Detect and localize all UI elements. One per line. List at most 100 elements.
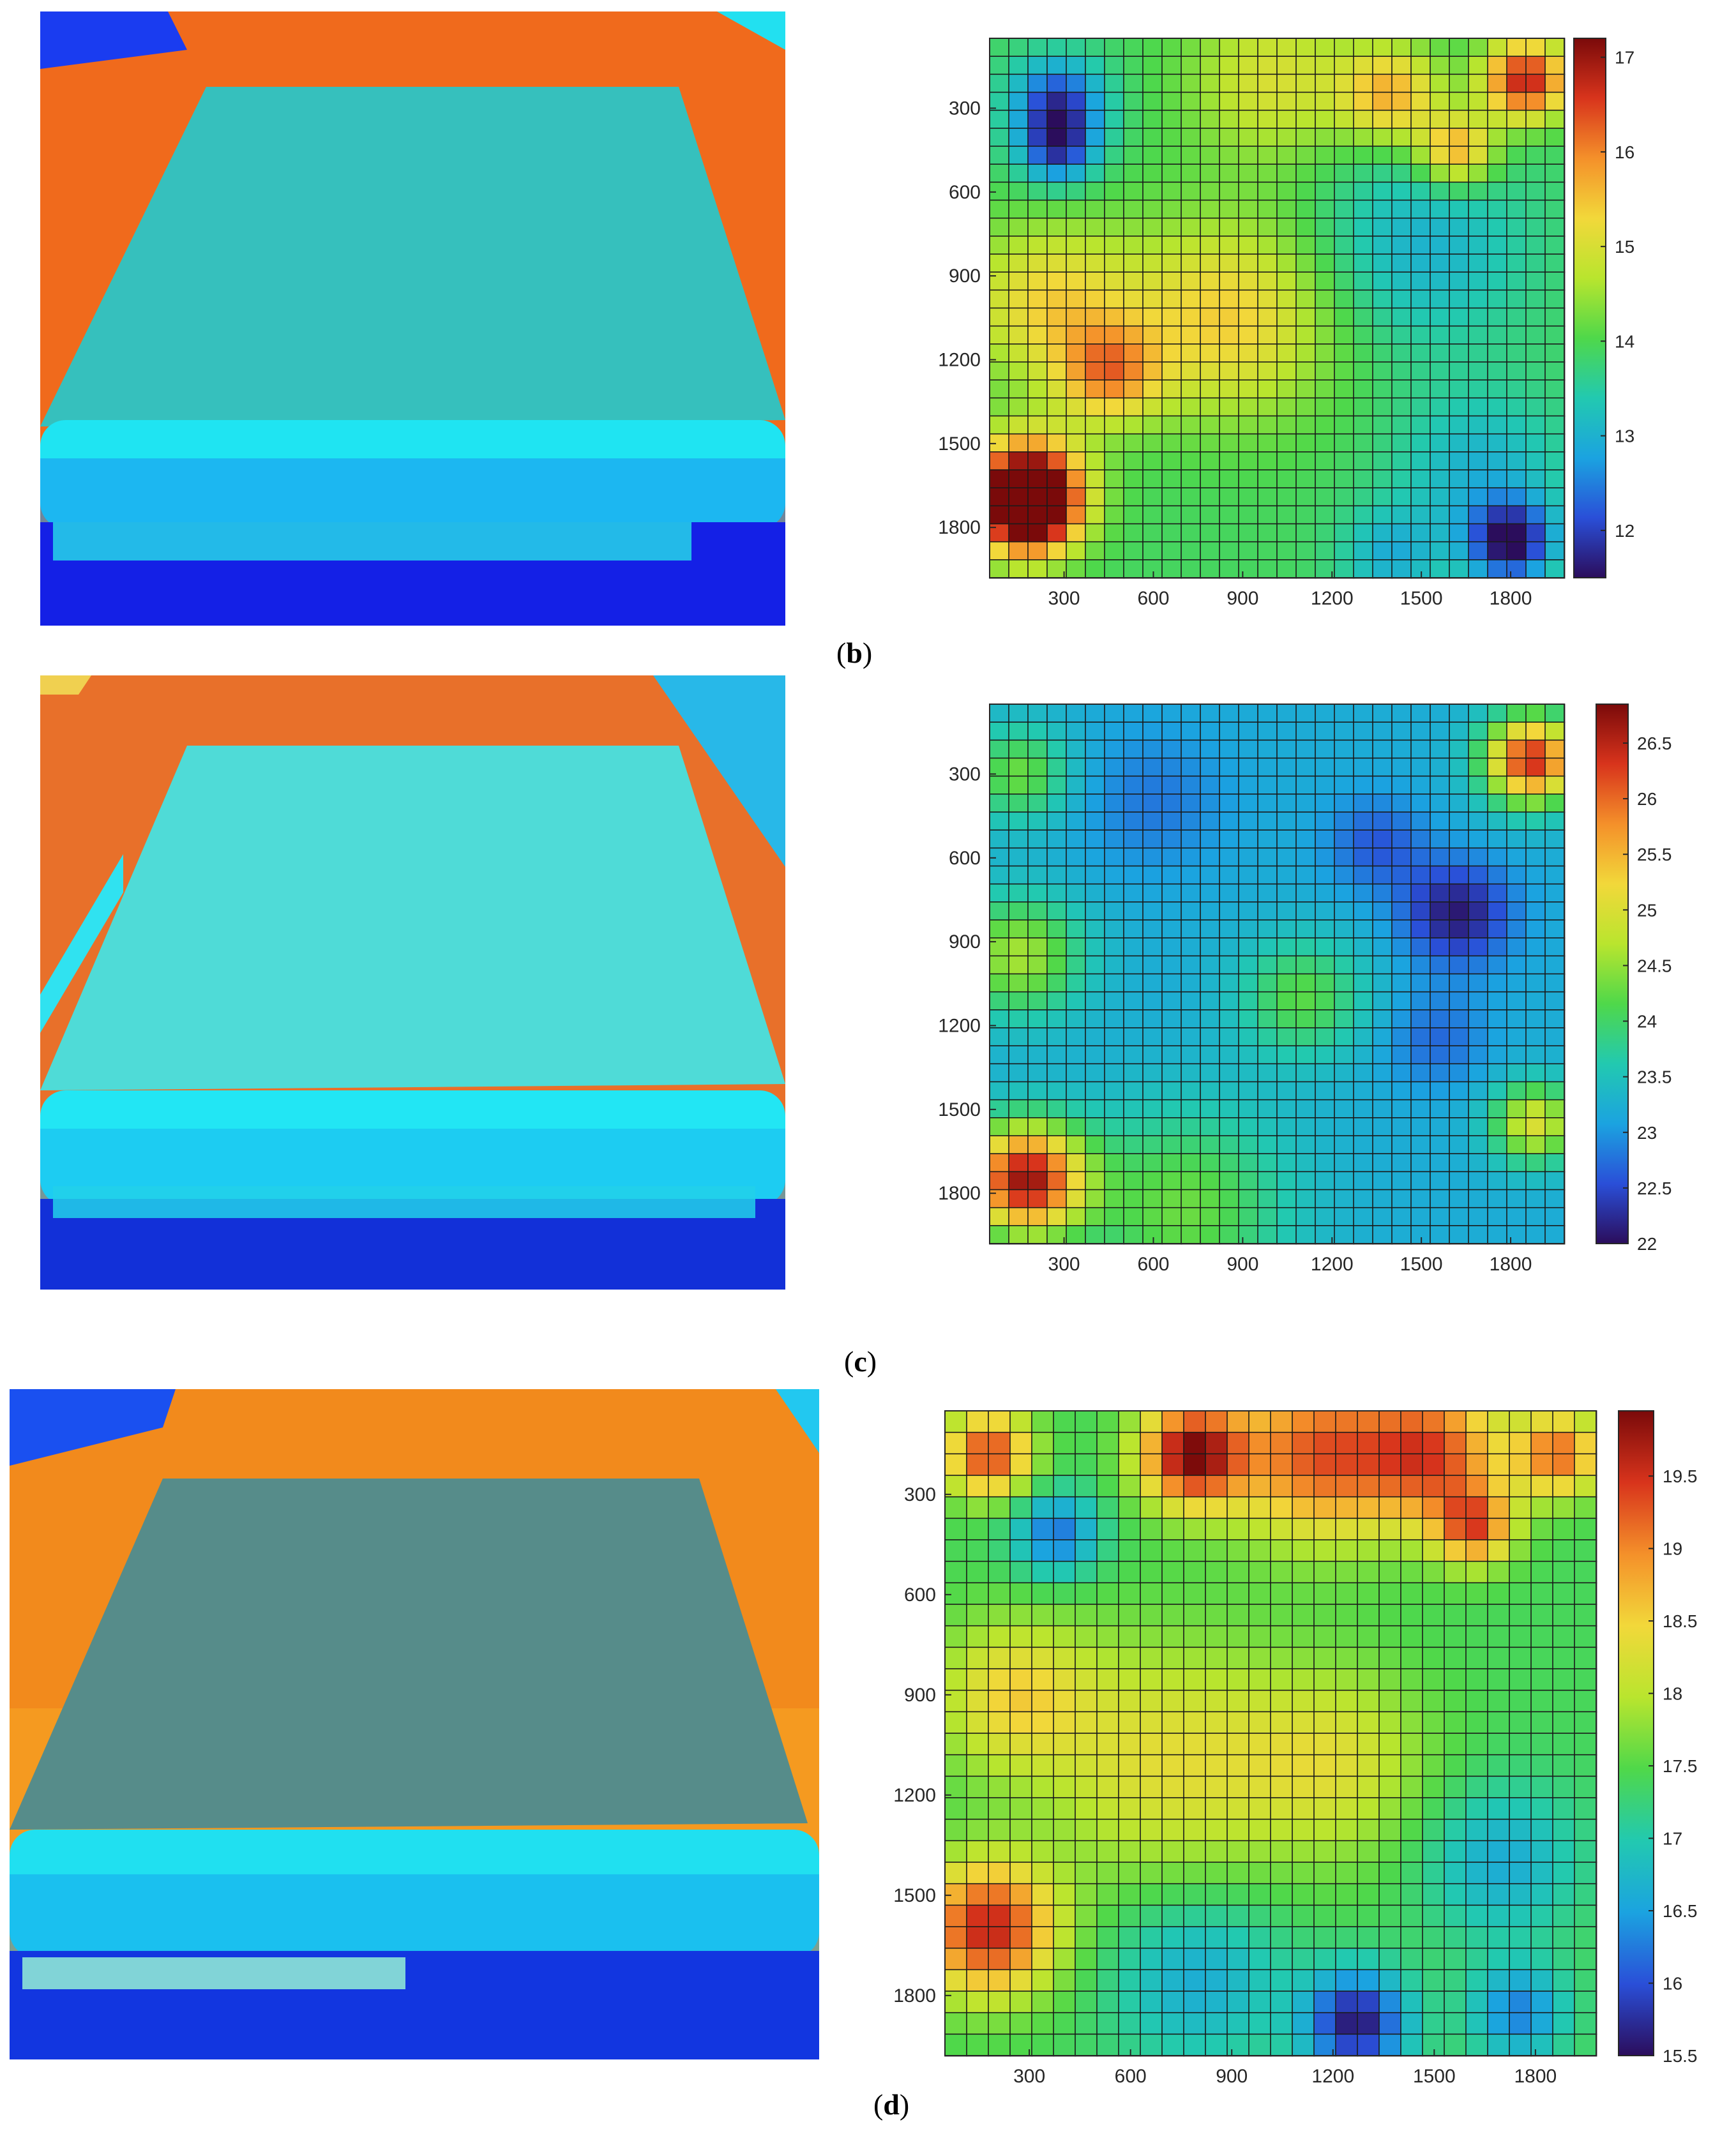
heatmap-cell	[1468, 829, 1489, 849]
heatmap-cell	[1161, 397, 1182, 417]
heatmap-cell	[1506, 505, 1527, 525]
heatmap-cell	[1372, 163, 1393, 183]
heatmap-cell	[1544, 865, 1566, 885]
heatmap-cell	[1468, 757, 1489, 778]
heatmap-cell	[1181, 1117, 1202, 1137]
heatmap-cell	[1075, 1431, 1098, 1455]
heatmap-cell	[1295, 181, 1317, 201]
heatmap-cell	[1046, 973, 1068, 993]
heatmap-cell	[1468, 146, 1489, 165]
heatmap-cell	[1335, 1517, 1359, 1541]
heatmap-cell	[1104, 181, 1125, 201]
heatmap-cell	[1238, 1189, 1259, 1209]
heatmap-cell	[1334, 901, 1355, 921]
heatmap-cell	[1181, 253, 1202, 273]
heatmap-cell	[1257, 973, 1278, 993]
heatmap-cell	[1238, 56, 1259, 75]
heatmap-cell	[1181, 217, 1202, 237]
heatmap-cell	[1315, 541, 1336, 561]
heatmap-cell	[966, 1646, 990, 1670]
heatmap-cell	[1410, 73, 1431, 93]
heatmap-cell	[1027, 991, 1048, 1011]
heatmap-cell	[1487, 1883, 1511, 1906]
heatmap-cell	[1487, 1862, 1511, 1885]
heatmap-cell	[1430, 289, 1451, 309]
heatmap-cell	[1161, 1991, 1185, 2014]
heatmap-cell	[1525, 415, 1546, 435]
heatmap-cell	[1430, 469, 1451, 489]
heatmap-cell	[1104, 38, 1125, 57]
heatmap-cell	[1009, 1818, 1033, 1842]
heatmap-cell	[1544, 181, 1566, 201]
heatmap-cell	[1238, 1153, 1259, 1173]
heatmap-cell	[1372, 704, 1393, 723]
heatmap-cell	[1276, 397, 1297, 417]
heatmap-cell	[1400, 1818, 1424, 1842]
heatmap-cell	[1008, 1207, 1029, 1227]
heatmap-cell	[1465, 1818, 1489, 1842]
heatmap-cell	[1574, 1775, 1597, 1799]
heatmap-cell	[1295, 991, 1317, 1011]
heatmap-cell	[1334, 847, 1355, 867]
heatmap-cell	[1161, 1153, 1182, 1173]
heatmap-cell	[1391, 433, 1412, 453]
heatmap-cell	[1027, 253, 1048, 273]
heatmap-cell	[1410, 739, 1431, 759]
heatmap-cell	[1315, 128, 1336, 147]
heatmap-cell	[1372, 146, 1393, 165]
heatmap-cell	[1200, 181, 1221, 201]
heatmap-cell	[1031, 1775, 1055, 1799]
heatmap-cell	[1104, 163, 1125, 183]
heatmap-cell	[1008, 343, 1029, 363]
heatmap-cell	[1142, 181, 1163, 201]
heatmap-cell	[1096, 1668, 1120, 1692]
heatmap-cell	[1270, 1475, 1294, 1498]
heatmap-cell	[1270, 1539, 1294, 1563]
heatmap-cell	[1104, 91, 1125, 112]
heatmap-cell	[1400, 1689, 1424, 1713]
heatmap-cell	[1183, 1625, 1207, 1648]
heatmap-cell	[1031, 1431, 1055, 1455]
heatmap-cell	[1292, 1517, 1315, 1541]
heatmap-cell	[1142, 128, 1163, 147]
heatmap-cell	[1205, 1904, 1228, 1928]
heatmap-cell	[1066, 487, 1087, 507]
heatmap-cell	[1008, 236, 1029, 255]
heatmap-cell	[1334, 1135, 1355, 1155]
heatmap-cell	[1181, 325, 1202, 345]
heatmap-cell	[1313, 1475, 1337, 1498]
heatmap-cell	[1142, 1099, 1163, 1119]
heatmap-cell	[1140, 1883, 1163, 1906]
heatmap-cell	[1276, 865, 1297, 885]
heatmap-cell	[1506, 794, 1527, 813]
heatmap-cell	[1552, 1818, 1576, 1842]
heatmap-cell	[1046, 739, 1068, 759]
heatmap-cell	[1161, 163, 1182, 183]
heatmap-cell	[1104, 73, 1125, 93]
heatmap-cell	[1357, 1926, 1380, 1950]
heatmap-cell	[1372, 109, 1393, 130]
heatmap-cell	[1313, 1646, 1337, 1670]
heatmap-cell	[944, 1604, 968, 1627]
heatmap-cell	[1075, 1947, 1098, 1971]
heatmap-cell	[1238, 487, 1259, 507]
heatmap-cell	[1200, 811, 1221, 831]
heatmap-cell	[1276, 829, 1297, 849]
heatmap-cell	[1053, 1818, 1076, 1842]
heatmap-field-c	[989, 704, 1566, 1245]
heatmap-cell	[1530, 1947, 1554, 1971]
heatmap-cell	[1085, 56, 1106, 75]
heatmap-cell	[1391, 901, 1412, 921]
heatmap-cell	[1142, 1207, 1163, 1227]
heatmap-cell	[1400, 1517, 1424, 1541]
heatmap-cell	[1219, 955, 1240, 975]
heatmap-cell	[1085, 1117, 1106, 1137]
heatmap-cell	[1410, 289, 1431, 309]
heatmap-cell	[1142, 415, 1163, 435]
heatmap-cell	[1238, 236, 1259, 255]
heatmap-cell	[1506, 829, 1527, 849]
heatmap-cell	[1444, 1582, 1467, 1606]
heatmap-cell	[1357, 2012, 1380, 2035]
heatmap-cell	[1530, 1883, 1554, 1906]
heatmap-cell	[1009, 2012, 1033, 2035]
